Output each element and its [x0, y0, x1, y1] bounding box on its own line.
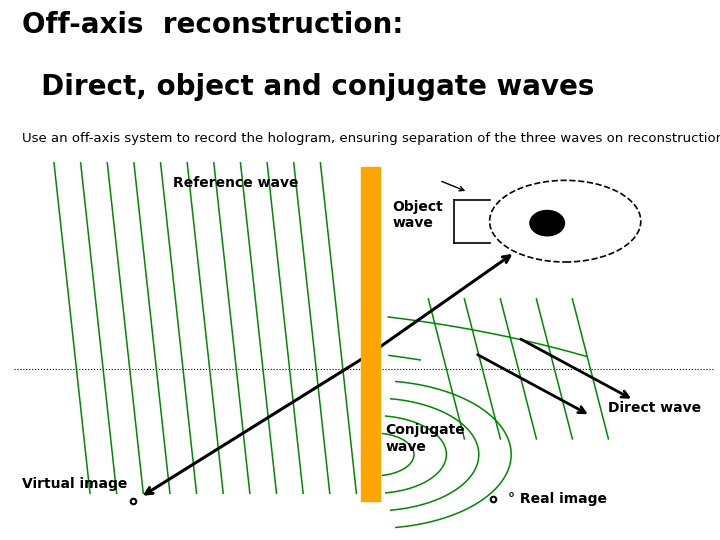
Text: ° Real image: ° Real image	[508, 492, 606, 506]
Text: Reference wave: Reference wave	[173, 177, 298, 191]
Text: Virtual image: Virtual image	[22, 477, 127, 491]
Ellipse shape	[530, 211, 564, 236]
Text: Direct, object and conjugate waves: Direct, object and conjugate waves	[22, 73, 594, 101]
Text: Object
wave: Object wave	[392, 200, 443, 230]
Text: Conjugate
wave: Conjugate wave	[385, 423, 465, 454]
Text: Use an off-axis system to record the hologram, ensuring separation of the three : Use an off-axis system to record the hol…	[22, 132, 720, 145]
Text: Direct wave: Direct wave	[608, 401, 701, 415]
Bar	[361, 167, 380, 501]
Text: Off-axis  reconstruction:: Off-axis reconstruction:	[22, 11, 403, 39]
